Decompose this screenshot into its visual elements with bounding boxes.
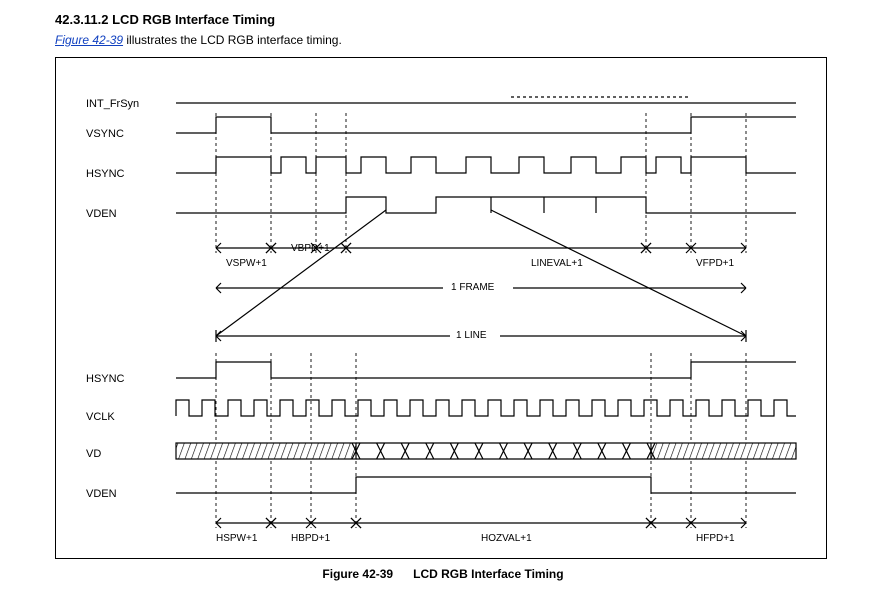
svg-text:HBPD+1: HBPD+1 xyxy=(291,533,331,544)
svg-text:VDEN: VDEN xyxy=(86,488,117,500)
timing-diagram-svg: INT_FrSyn VSYNC HSYNC VDEN VSPW+1 VBPD+1 LINEV… xyxy=(56,58,826,558)
svg-text:1 LINE: 1 LINE xyxy=(456,330,487,341)
intro-rest: illustrates the LCD RGB interface timing… xyxy=(123,33,342,47)
svg-text:LINEVAL+1: LINEVAL+1 xyxy=(531,258,583,269)
svg-text:VDEN: VDEN xyxy=(86,208,117,220)
svg-text:VBPD+1: VBPD+1 xyxy=(291,243,330,254)
svg-text:HSYNC: HSYNC xyxy=(86,373,125,385)
svg-text:VSPW+1: VSPW+1 xyxy=(226,258,267,269)
svg-text:VSYNC: VSYNC xyxy=(86,128,124,140)
caption-text: LCD RGB Interface Timing xyxy=(413,567,563,581)
svg-text:HOZVAL+1: HOZVAL+1 xyxy=(481,533,532,544)
intro-text: Figure 42-39 illustrates the LCD RGB int… xyxy=(55,33,831,47)
svg-text:1 FRAME: 1 FRAME xyxy=(451,282,495,293)
figure-caption: Figure 42-39 LCD RGB Interface Timing xyxy=(55,567,831,581)
svg-text:VCLK: VCLK xyxy=(86,411,115,423)
svg-text:VD: VD xyxy=(86,448,101,460)
svg-text:HFPD+1: HFPD+1 xyxy=(696,533,735,544)
svg-text:VFPD+1: VFPD+1 xyxy=(696,258,735,269)
svg-text:INT_FrSyn: INT_FrSyn xyxy=(86,98,139,110)
svg-text:HSPW+1: HSPW+1 xyxy=(216,533,258,544)
figure-link[interactable]: Figure 42-39 xyxy=(55,33,123,47)
svg-text:HSYNC: HSYNC xyxy=(86,168,125,180)
timing-diagram-box: INT_FrSyn VSYNC HSYNC VDEN VSPW+1 VBPD+1 LINEV… xyxy=(55,57,827,559)
caption-prefix: Figure 42-39 xyxy=(322,567,393,581)
section-heading: 42.3.11.2 LCD RGB Interface Timing xyxy=(55,12,831,27)
